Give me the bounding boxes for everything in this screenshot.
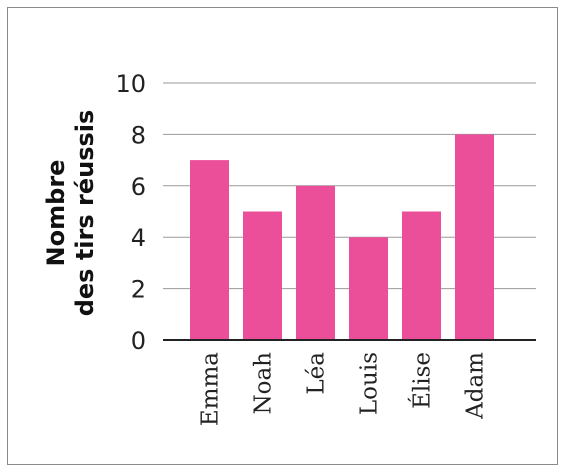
y-tick-label: 4: [131, 224, 146, 252]
x-tick-labels: Emma Noah Léa Louis Élise Adam: [198, 352, 489, 426]
bars: [190, 134, 494, 340]
y-tick-label: 0: [131, 327, 146, 355]
bar-adam: [455, 134, 494, 340]
x-tick-label: Louis: [357, 352, 383, 415]
y-tick-label: 6: [131, 173, 146, 201]
x-tick-label: Noah: [251, 352, 277, 415]
x-tick-label: Élise: [409, 352, 436, 409]
x-tick-label: Emma: [198, 352, 224, 426]
y-tick-label: 2: [131, 276, 146, 304]
x-tick-label: Léa: [304, 352, 330, 395]
bar-noah: [243, 211, 282, 340]
bar-léa: [296, 185, 335, 340]
y-tick-labels: 0 2 4 6 8 10: [115, 70, 146, 355]
bar-emma: [190, 160, 229, 340]
y-tick-label: 8: [131, 121, 146, 149]
x-tick-label: Adam: [463, 352, 489, 420]
y-axis-label: Nombre des tirs réussis: [42, 110, 99, 317]
bar-louis: [349, 237, 388, 340]
bar-élise: [402, 211, 441, 340]
y-axis-label-line-2: des tirs réussis: [71, 110, 99, 317]
y-axis-label-line-1: Nombre: [42, 160, 70, 267]
y-tick-label: 10: [115, 70, 146, 98]
